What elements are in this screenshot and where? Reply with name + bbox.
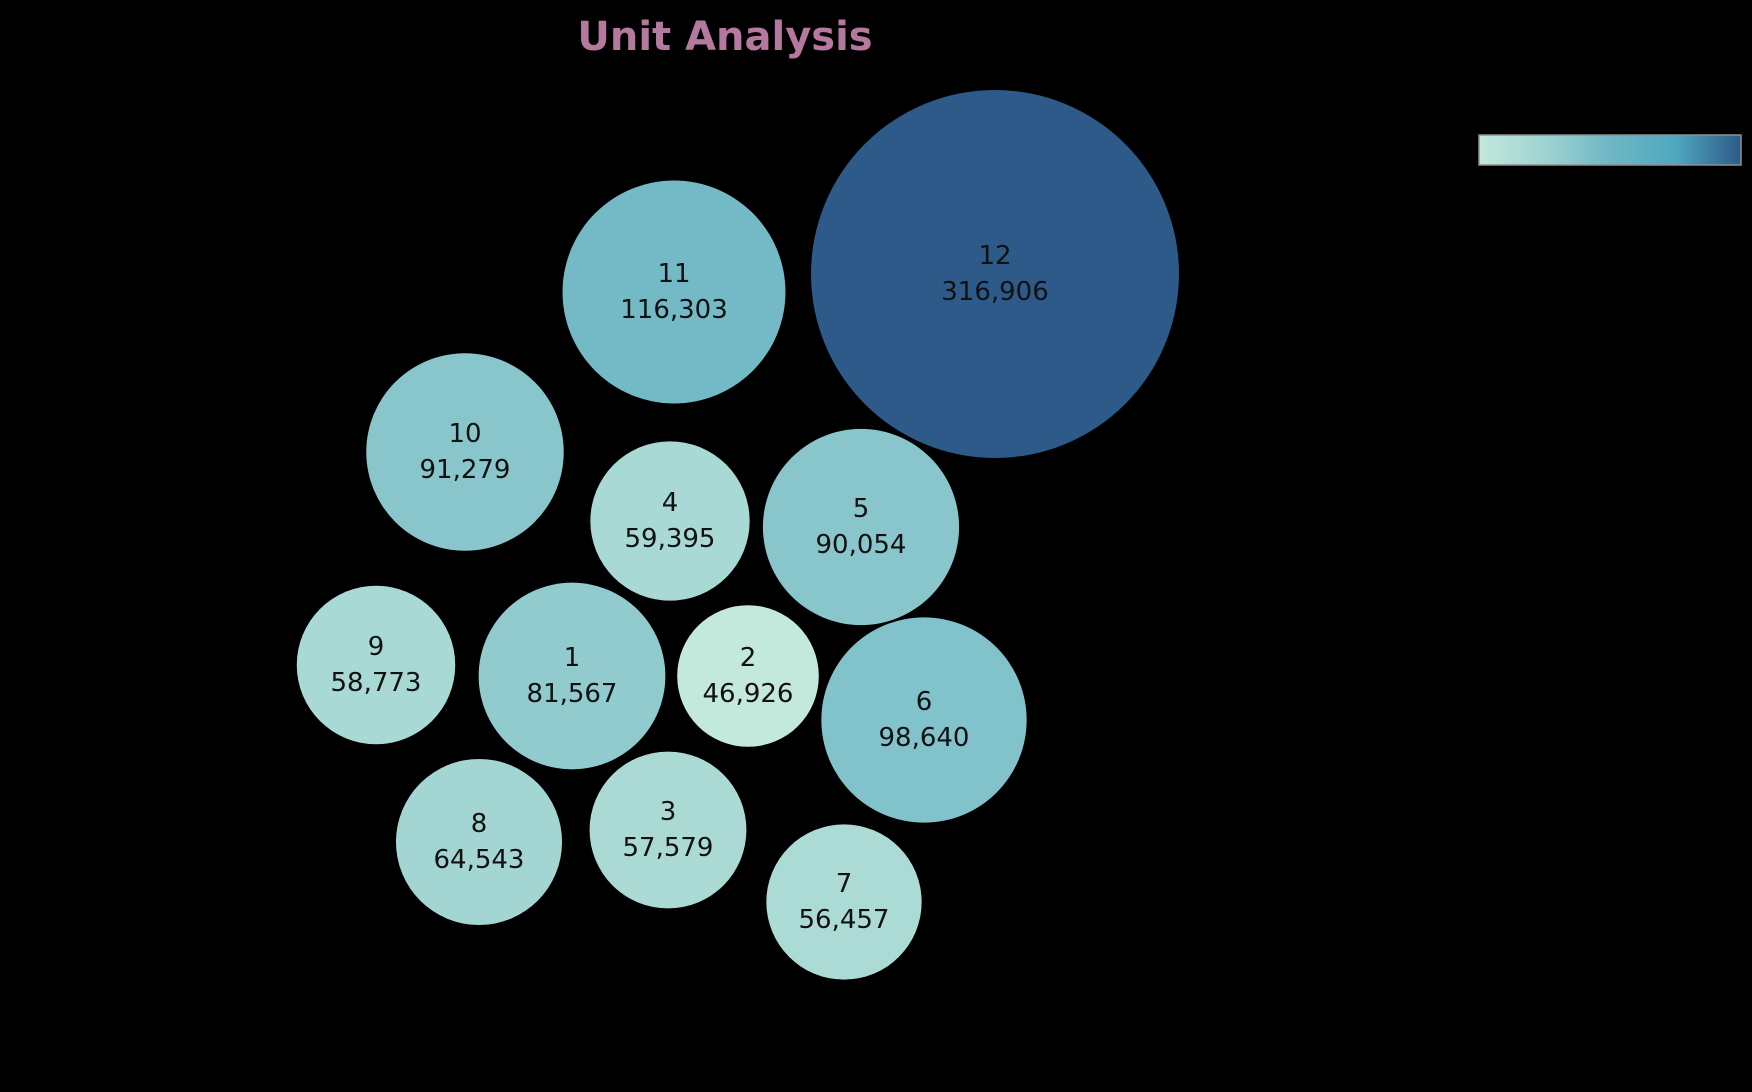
bubble-circle-2 [677, 605, 819, 747]
bubble-category-label: 4 [662, 488, 679, 518]
bubble-value-label: 56,457 [799, 905, 890, 935]
bubble-value-label: 90,054 [816, 530, 907, 560]
color-legend-bar [1478, 134, 1742, 166]
bubble-value-label: 59,395 [625, 524, 716, 554]
bubble-4: 4 59,395 [590, 441, 750, 601]
bubble-circle-6 [821, 617, 1027, 823]
bubble-9: 9 58,773 [296, 585, 456, 745]
bubble-1: 1 81,567 [478, 582, 666, 770]
bubble-category-label: 10 [448, 419, 481, 449]
bubble-category-label: 8 [471, 809, 488, 839]
bubble-value-label: 81,567 [527, 679, 618, 709]
bubble-value-label: 58,773 [331, 668, 422, 698]
bubbles-group: 1 81,567 2 46,926 3 57,579 4 59,395 5 90,054 6 98,6… [296, 90, 1179, 980]
bubble-circle-1 [478, 582, 666, 770]
bubble-category-label: 1 [564, 643, 581, 673]
bubble-category-label: 11 [657, 259, 690, 289]
bubble-circle-10 [366, 353, 564, 551]
bubble-category-label: 7 [836, 869, 853, 899]
bubble-value-label: 46,926 [703, 679, 794, 709]
bubble-11: 11 116,303 [562, 180, 786, 404]
bubble-category-label: 5 [853, 494, 870, 524]
bubble-value-label: 98,640 [879, 723, 970, 753]
bubble-circle-12 [811, 90, 1179, 458]
bubble-circle-5 [762, 428, 960, 626]
bubble-circle-8 [395, 758, 563, 926]
bubble-value-label: 64,543 [434, 845, 525, 875]
bubble-3: 3 57,579 [589, 751, 747, 909]
bubble-value-label: 316,906 [941, 277, 1049, 307]
bubble-category-label: 9 [368, 632, 385, 662]
bubble-circle-4 [590, 441, 750, 601]
bubble-2: 2 46,926 [677, 605, 819, 747]
bubble-category-label: 12 [978, 241, 1011, 271]
bubble-12: 12 316,906 [811, 90, 1179, 458]
bubble-8: 8 64,543 [395, 758, 563, 926]
bubble-6: 6 98,640 [821, 617, 1027, 823]
bubble-value-label: 57,579 [623, 833, 714, 863]
bubble-7: 7 56,457 [766, 824, 922, 980]
bubble-category-label: 3 [660, 797, 677, 827]
bubble-circle-9 [296, 585, 456, 745]
bubble-circle-11 [562, 180, 786, 404]
bubble-value-label: 116,303 [620, 295, 728, 325]
bubble-category-label: 2 [740, 643, 757, 673]
chart-title: Unit Analysis [577, 14, 873, 60]
bubble-circle-7 [766, 824, 922, 980]
bubble-10: 10 91,279 [366, 353, 564, 551]
bubble-category-label: 6 [916, 687, 933, 717]
bubble-circle-3 [589, 751, 747, 909]
bubble-value-label: 91,279 [420, 455, 511, 485]
bubble-5: 5 90,054 [762, 428, 960, 626]
